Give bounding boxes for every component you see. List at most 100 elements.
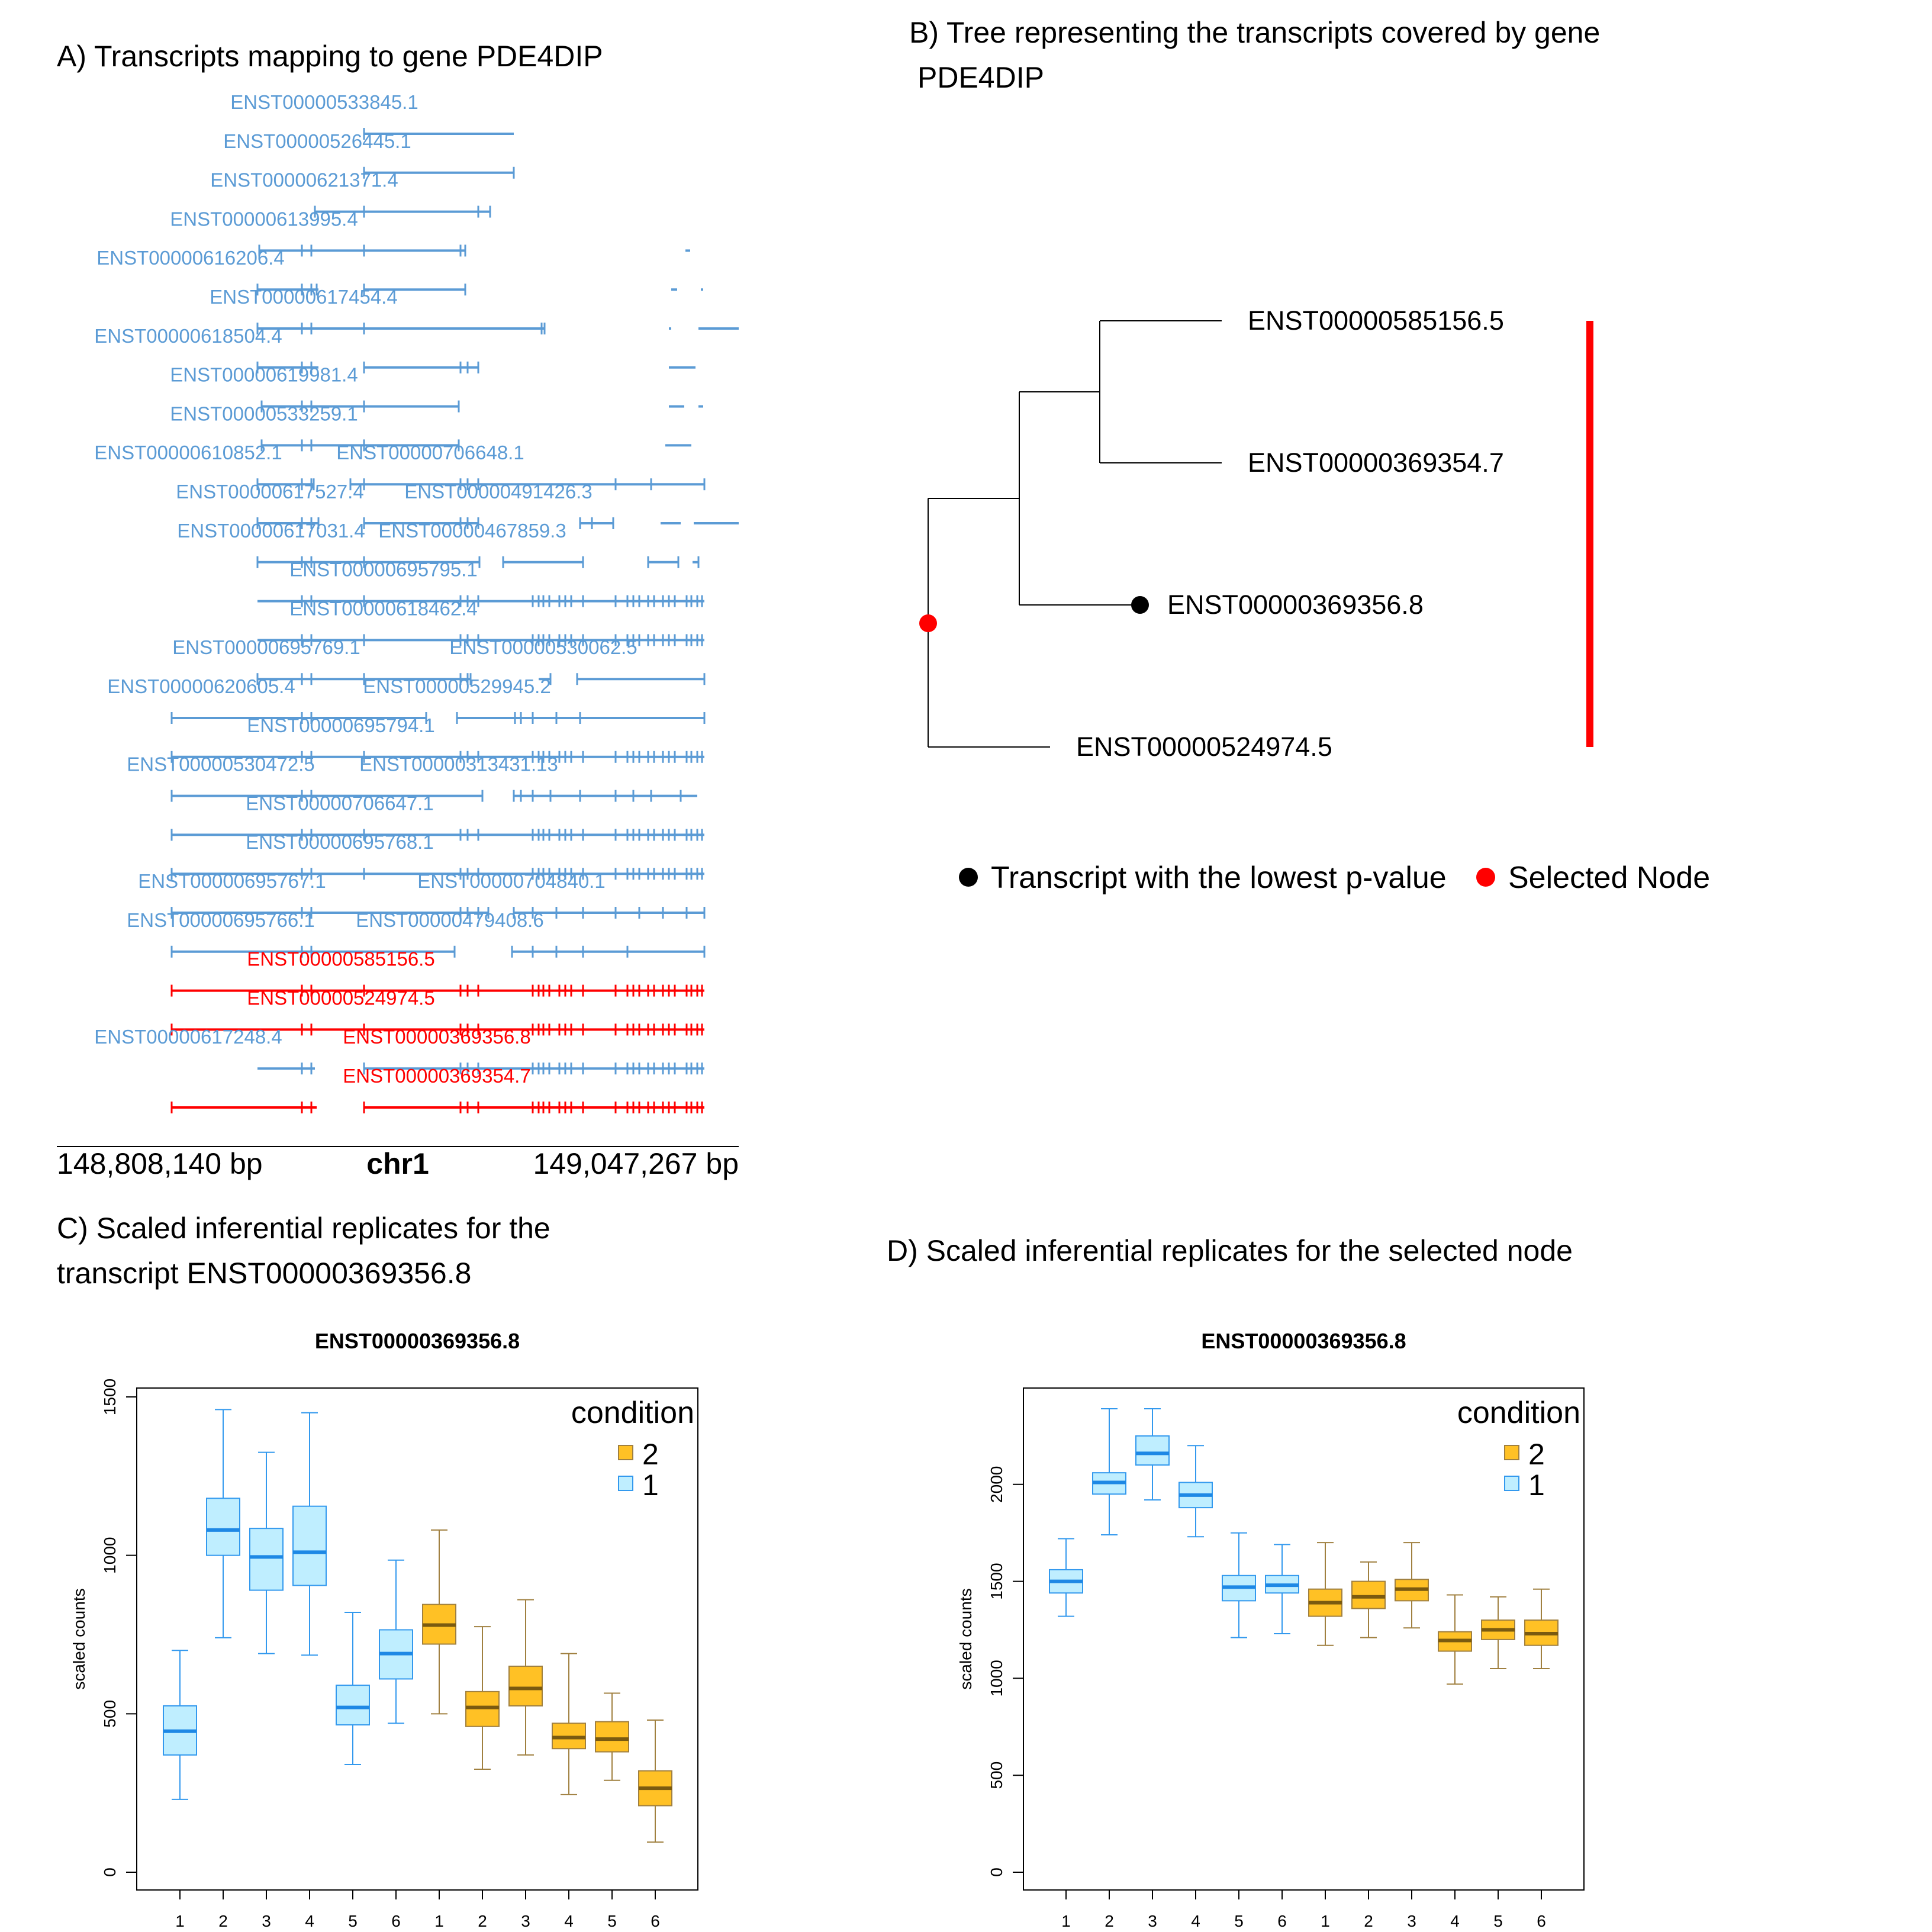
transcript-label: ENST00000618504.4 bbox=[94, 325, 282, 347]
legend-item-label: 2 bbox=[642, 1438, 659, 1471]
transcript-label: ENST00000619981.4 bbox=[170, 364, 358, 386]
transcript-track: ENST00000695795.1 bbox=[257, 559, 704, 607]
x-tick-label: 1 bbox=[434, 1912, 444, 1930]
transcript-label: ENST00000617527.4 bbox=[176, 481, 363, 503]
transcript-label: ENST00000313431.13 bbox=[359, 754, 558, 775]
transcript-label: ENST00000613995.4 bbox=[170, 208, 358, 230]
transcript-label: ENST00000704840.1 bbox=[417, 870, 605, 892]
transcript-track: ENST00000620605.4 bbox=[107, 675, 706, 724]
y-tick-label: 2000 bbox=[987, 1466, 1006, 1503]
legend-swatch bbox=[1504, 1476, 1519, 1491]
panel-c-title-line1: C) Scaled inferential replicates for the bbox=[57, 1212, 550, 1245]
box bbox=[1092, 1408, 1126, 1535]
legend-swatch bbox=[618, 1476, 633, 1491]
transcript-track: ENST00000526445.1 bbox=[223, 130, 515, 179]
lowest-p-marker bbox=[1131, 596, 1149, 614]
box-iqr bbox=[249, 1528, 284, 1591]
legend-swatch bbox=[1504, 1445, 1519, 1460]
transcript-track: ENST00000618504.4 bbox=[94, 325, 695, 373]
x-tick-label: 3 bbox=[521, 1912, 530, 1930]
boxplot-panel-c: ENST00000369356.8 0 500 1000 1500 scaled coun… bbox=[70, 1329, 698, 1930]
box-iqr bbox=[1351, 1580, 1386, 1609]
transcript-label: ENST00000617248.4 bbox=[94, 1026, 282, 1048]
tree-leaf-label: ENST00000369356.8 bbox=[1167, 590, 1424, 620]
panel-d-title: D) Scaled inferential replicates for the… bbox=[887, 1234, 1573, 1267]
boxplot-title: ENST00000369356.8 bbox=[1201, 1329, 1406, 1353]
box bbox=[292, 1412, 327, 1656]
transcript-track: ENST00000621371.4 bbox=[210, 169, 491, 218]
box bbox=[163, 1650, 197, 1800]
tree-leaf-label: ENST00000369354.7 bbox=[1248, 447, 1504, 478]
x-tick-label: 2 bbox=[218, 1912, 228, 1930]
transcript-track: ENST00000617031.4 bbox=[177, 520, 481, 568]
box bbox=[465, 1626, 500, 1770]
transcript-track: ENST00000369356.8 bbox=[343, 1026, 530, 1048]
x-tick-label: 5 bbox=[607, 1912, 617, 1930]
y-tick-label: 1000 bbox=[101, 1537, 119, 1574]
legend-item-label: 2 bbox=[1528, 1438, 1545, 1471]
x-tick-label: 6 bbox=[391, 1912, 401, 1930]
transcript-track: ENST00000479408.6 bbox=[356, 909, 543, 931]
x-tick-label: 3 bbox=[262, 1912, 271, 1930]
y-tick-label: 1500 bbox=[101, 1379, 119, 1415]
transcript-label: ENST00000616206.4 bbox=[96, 247, 284, 269]
y-tick-label: 500 bbox=[101, 1700, 119, 1728]
y-tick-label: 0 bbox=[101, 1867, 119, 1877]
transcript-label: ENST00000369354.7 bbox=[343, 1065, 530, 1087]
transcript-track: ENST00000610852.1 bbox=[94, 442, 315, 491]
x-tick-label: 3 bbox=[1407, 1912, 1416, 1930]
transcript-track: ENST00000695794.1 bbox=[170, 714, 704, 763]
transcript-track: ENST00000618462.4 bbox=[257, 597, 704, 646]
y-tick-label: 1000 bbox=[987, 1660, 1006, 1696]
box bbox=[1265, 1544, 1299, 1635]
box bbox=[1351, 1561, 1386, 1638]
x-tick-label: 2 bbox=[1364, 1912, 1373, 1930]
boxplot-panel-d: ENST00000369356.8 0 500 1000 1500 2000 scaled … bbox=[957, 1329, 1585, 1930]
transcript-label: ENST00000526445.1 bbox=[223, 130, 411, 152]
legend-swatch bbox=[618, 1445, 633, 1460]
transcript-label: ENST00000706647.1 bbox=[246, 792, 433, 814]
transcript-label: ENST00000529945.2 bbox=[363, 675, 550, 697]
plot-frame bbox=[136, 1387, 698, 1891]
transcript-label: ENST00000479408.6 bbox=[356, 909, 543, 931]
y-axis-label: scaled counts bbox=[957, 1588, 975, 1689]
transcript-label: ENST00000610852.1 bbox=[94, 442, 282, 463]
legend-selected-dot bbox=[1476, 868, 1495, 887]
transcript-track: ENST00000616206.4 bbox=[96, 247, 703, 296]
box-iqr bbox=[292, 1505, 327, 1586]
transcript-track: ENST00000533845.1 bbox=[230, 91, 514, 140]
transcript-label: ENST00000617031.4 bbox=[177, 520, 365, 542]
box-iqr bbox=[1135, 1435, 1170, 1466]
transcript-track: ENST00000619981.4 bbox=[170, 364, 703, 413]
legend-item-label: 1 bbox=[1528, 1469, 1545, 1502]
box bbox=[1178, 1445, 1213, 1538]
box bbox=[206, 1409, 240, 1638]
box bbox=[508, 1599, 543, 1756]
transcript-track: ENST00000529945.2 bbox=[363, 675, 550, 697]
x-tick-label: 1 bbox=[1061, 1912, 1071, 1930]
transcript-track: ENST00000695766.1 bbox=[127, 909, 706, 958]
transcript-label: ENST00000695769.1 bbox=[172, 636, 360, 658]
x-tick-label: 3 bbox=[1148, 1912, 1157, 1930]
transcript-label: ENST00000706648.1 bbox=[336, 442, 524, 463]
x-tick-label: 4 bbox=[305, 1912, 314, 1930]
transcript-track: ENST00000613995.4 bbox=[170, 208, 690, 257]
y-tick-label: 0 bbox=[987, 1867, 1006, 1877]
box bbox=[1222, 1532, 1256, 1638]
x-tick-label: 4 bbox=[1191, 1912, 1200, 1930]
x-tick-label: 4 bbox=[564, 1912, 574, 1930]
x-tick-label: 2 bbox=[1105, 1912, 1114, 1930]
chromosome-label: chr1 bbox=[366, 1147, 429, 1180]
box bbox=[1308, 1542, 1342, 1646]
genome-start-label: 148,808,140 bp bbox=[57, 1147, 263, 1180]
tree-leaf-label: ENST00000585156.5 bbox=[1248, 305, 1504, 336]
box-iqr bbox=[508, 1666, 543, 1706]
transcript-label: ENST00000695767.1 bbox=[138, 870, 326, 892]
transcript-label: ENST00000695794.1 bbox=[247, 714, 434, 736]
transcript-tree: ENST00000585156.5 ENST00000369354.7 ENST… bbox=[919, 305, 1593, 762]
legend-title: condition bbox=[1457, 1396, 1580, 1430]
box bbox=[595, 1692, 629, 1781]
box bbox=[422, 1529, 456, 1715]
transcript-track: ENST00000369354.7 bbox=[170, 1065, 704, 1113]
transcript-track: ENST00000695768.1 bbox=[170, 831, 704, 880]
